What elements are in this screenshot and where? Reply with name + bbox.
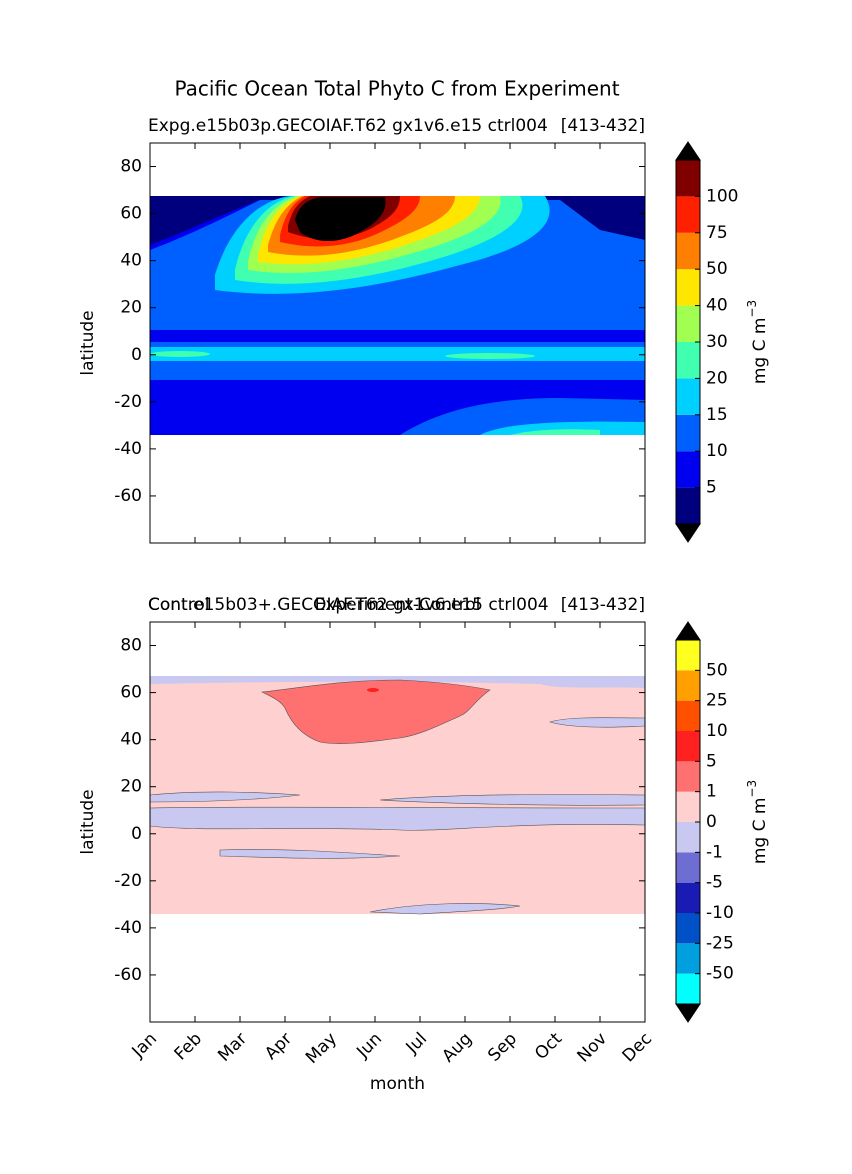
colorbar-box xyxy=(676,761,700,792)
colorbar-tick-label: -5 xyxy=(706,873,723,893)
colorbar-box xyxy=(676,822,700,853)
colorbar-box xyxy=(676,487,700,524)
y-axis-label: latitude xyxy=(78,789,98,854)
y-axis-label: latitude xyxy=(78,310,98,375)
x-tick-label: Jan xyxy=(128,1029,161,1062)
colorbar-tick-label: 10 xyxy=(706,721,728,741)
colorbar-tick-label: 30 xyxy=(706,332,728,352)
axes-title-left: Cont.e15b03+.GECOIAF.T62 gx1v6.e15 ctrl0… xyxy=(148,595,549,615)
colorbar-box xyxy=(676,700,700,731)
x-axis-label: month xyxy=(370,1074,425,1094)
axes-title-left: Control xyxy=(148,595,209,615)
colorbar-extend xyxy=(675,523,701,543)
y-tick-label: -40 xyxy=(114,439,142,459)
colorbar-extend xyxy=(675,1003,701,1023)
contour-field xyxy=(149,676,646,915)
axes-frame xyxy=(149,621,646,1023)
x-tick-label: Apr xyxy=(261,1029,296,1064)
colorbar-box xyxy=(676,342,700,379)
axes-title-right: [413-432] xyxy=(561,595,645,615)
colorbar-box xyxy=(676,670,700,701)
colorbar-box xyxy=(676,882,700,913)
y-tick-label: 60 xyxy=(120,683,142,703)
colorbar-box xyxy=(676,852,700,883)
x-tick-label: Sep xyxy=(484,1029,521,1066)
colorbar-tick-label: 100 xyxy=(706,186,738,206)
y-tick-label: 60 xyxy=(120,204,142,224)
y-tick-label: 80 xyxy=(120,157,142,177)
colorbar-tick-label: 50 xyxy=(706,660,728,680)
contour-field xyxy=(150,196,645,435)
y-tick-label: -60 xyxy=(114,486,142,506)
colorbar-tick-label: 10 xyxy=(706,441,728,461)
x-tick-label: Jun xyxy=(352,1029,386,1063)
colorbar-box xyxy=(676,269,700,306)
colorbar-tick-label: 50 xyxy=(706,259,728,279)
x-tick-label: Mar xyxy=(214,1029,251,1066)
colorbar-box xyxy=(676,160,700,197)
colorbar-label: mg C m−3 xyxy=(745,300,771,384)
colorbar-box xyxy=(676,305,700,342)
y-tick-label: 40 xyxy=(120,730,142,750)
colorbar-tick-label: 20 xyxy=(706,368,728,388)
y-tick-label: 40 xyxy=(120,251,142,271)
y-tick-label: -60 xyxy=(114,965,142,985)
y-tick-label: 80 xyxy=(120,636,142,656)
y-tick-label: -20 xyxy=(114,392,142,412)
colorbar-box xyxy=(676,414,700,452)
colorbar-box xyxy=(676,791,700,822)
colorbar-label: mg C m−3 xyxy=(745,780,771,864)
axes-frame xyxy=(149,142,646,544)
colorbar-extend xyxy=(675,621,701,641)
x-tick-label: Jul xyxy=(402,1029,431,1058)
x-tick-label: Aug xyxy=(438,1029,476,1067)
y-tick-label: 0 xyxy=(131,345,142,365)
colorbar-tick-label: 40 xyxy=(706,296,728,316)
x-tick-label: Nov xyxy=(573,1029,611,1067)
colorbar-tick-label: -1 xyxy=(706,842,723,862)
colorbar-tick-label: 0 xyxy=(706,812,717,832)
colorbar-label-exponent: −3 xyxy=(745,300,759,318)
colorbar-box xyxy=(676,943,700,974)
colorbar-box xyxy=(676,196,700,233)
y-tick-label: -40 xyxy=(114,918,142,938)
colorbar-label-text: mg C m xyxy=(750,798,770,865)
colorbar-box xyxy=(676,731,700,762)
colorbar-tick-label: 75 xyxy=(706,223,728,243)
y-tick-label: 0 xyxy=(131,824,142,844)
y-tick-label: -20 xyxy=(114,871,142,891)
x-tick-label: Dec xyxy=(619,1029,656,1066)
colorbar-tick-label: 1 xyxy=(706,782,717,802)
colorbar-tick-label: -25 xyxy=(706,933,734,953)
colorbar-label-text: mg C m xyxy=(750,318,770,385)
suptitle: Pacific Ocean Total Phyto C from Experim… xyxy=(174,77,619,101)
colorbar-box xyxy=(676,973,700,1004)
colorbar-box xyxy=(676,232,700,270)
x-tick-label: Feb xyxy=(171,1029,206,1064)
colorbar-tick-label: 5 xyxy=(706,478,717,498)
colorbar-tick-label: 25 xyxy=(706,691,728,711)
axes-title: Experiment-Control xyxy=(315,595,481,615)
colorbar-box xyxy=(676,640,700,671)
y-tick-label: 20 xyxy=(120,777,142,797)
colorbar-box xyxy=(676,378,700,415)
colorbar-box xyxy=(676,913,700,944)
colorbar-tick-label: -10 xyxy=(706,903,734,923)
axes-title-right: [413-432] xyxy=(561,116,645,136)
x-tick-label: Oct xyxy=(531,1029,566,1064)
y-tick-label: 20 xyxy=(120,298,142,318)
colorbar-tick-label: 5 xyxy=(706,751,717,771)
colorbar-extend xyxy=(675,141,701,161)
colorbar-label-exponent: −3 xyxy=(745,780,759,798)
colorbar-box xyxy=(676,451,700,488)
axes-title-left: Expg.e15b03p.GECOIAF.T62 gx1v6.e15 ctrl0… xyxy=(148,116,548,136)
colorbar-tick-label: -50 xyxy=(706,964,734,984)
colorbar-tick-label: 15 xyxy=(706,405,728,425)
x-tick-label: May xyxy=(302,1029,341,1068)
